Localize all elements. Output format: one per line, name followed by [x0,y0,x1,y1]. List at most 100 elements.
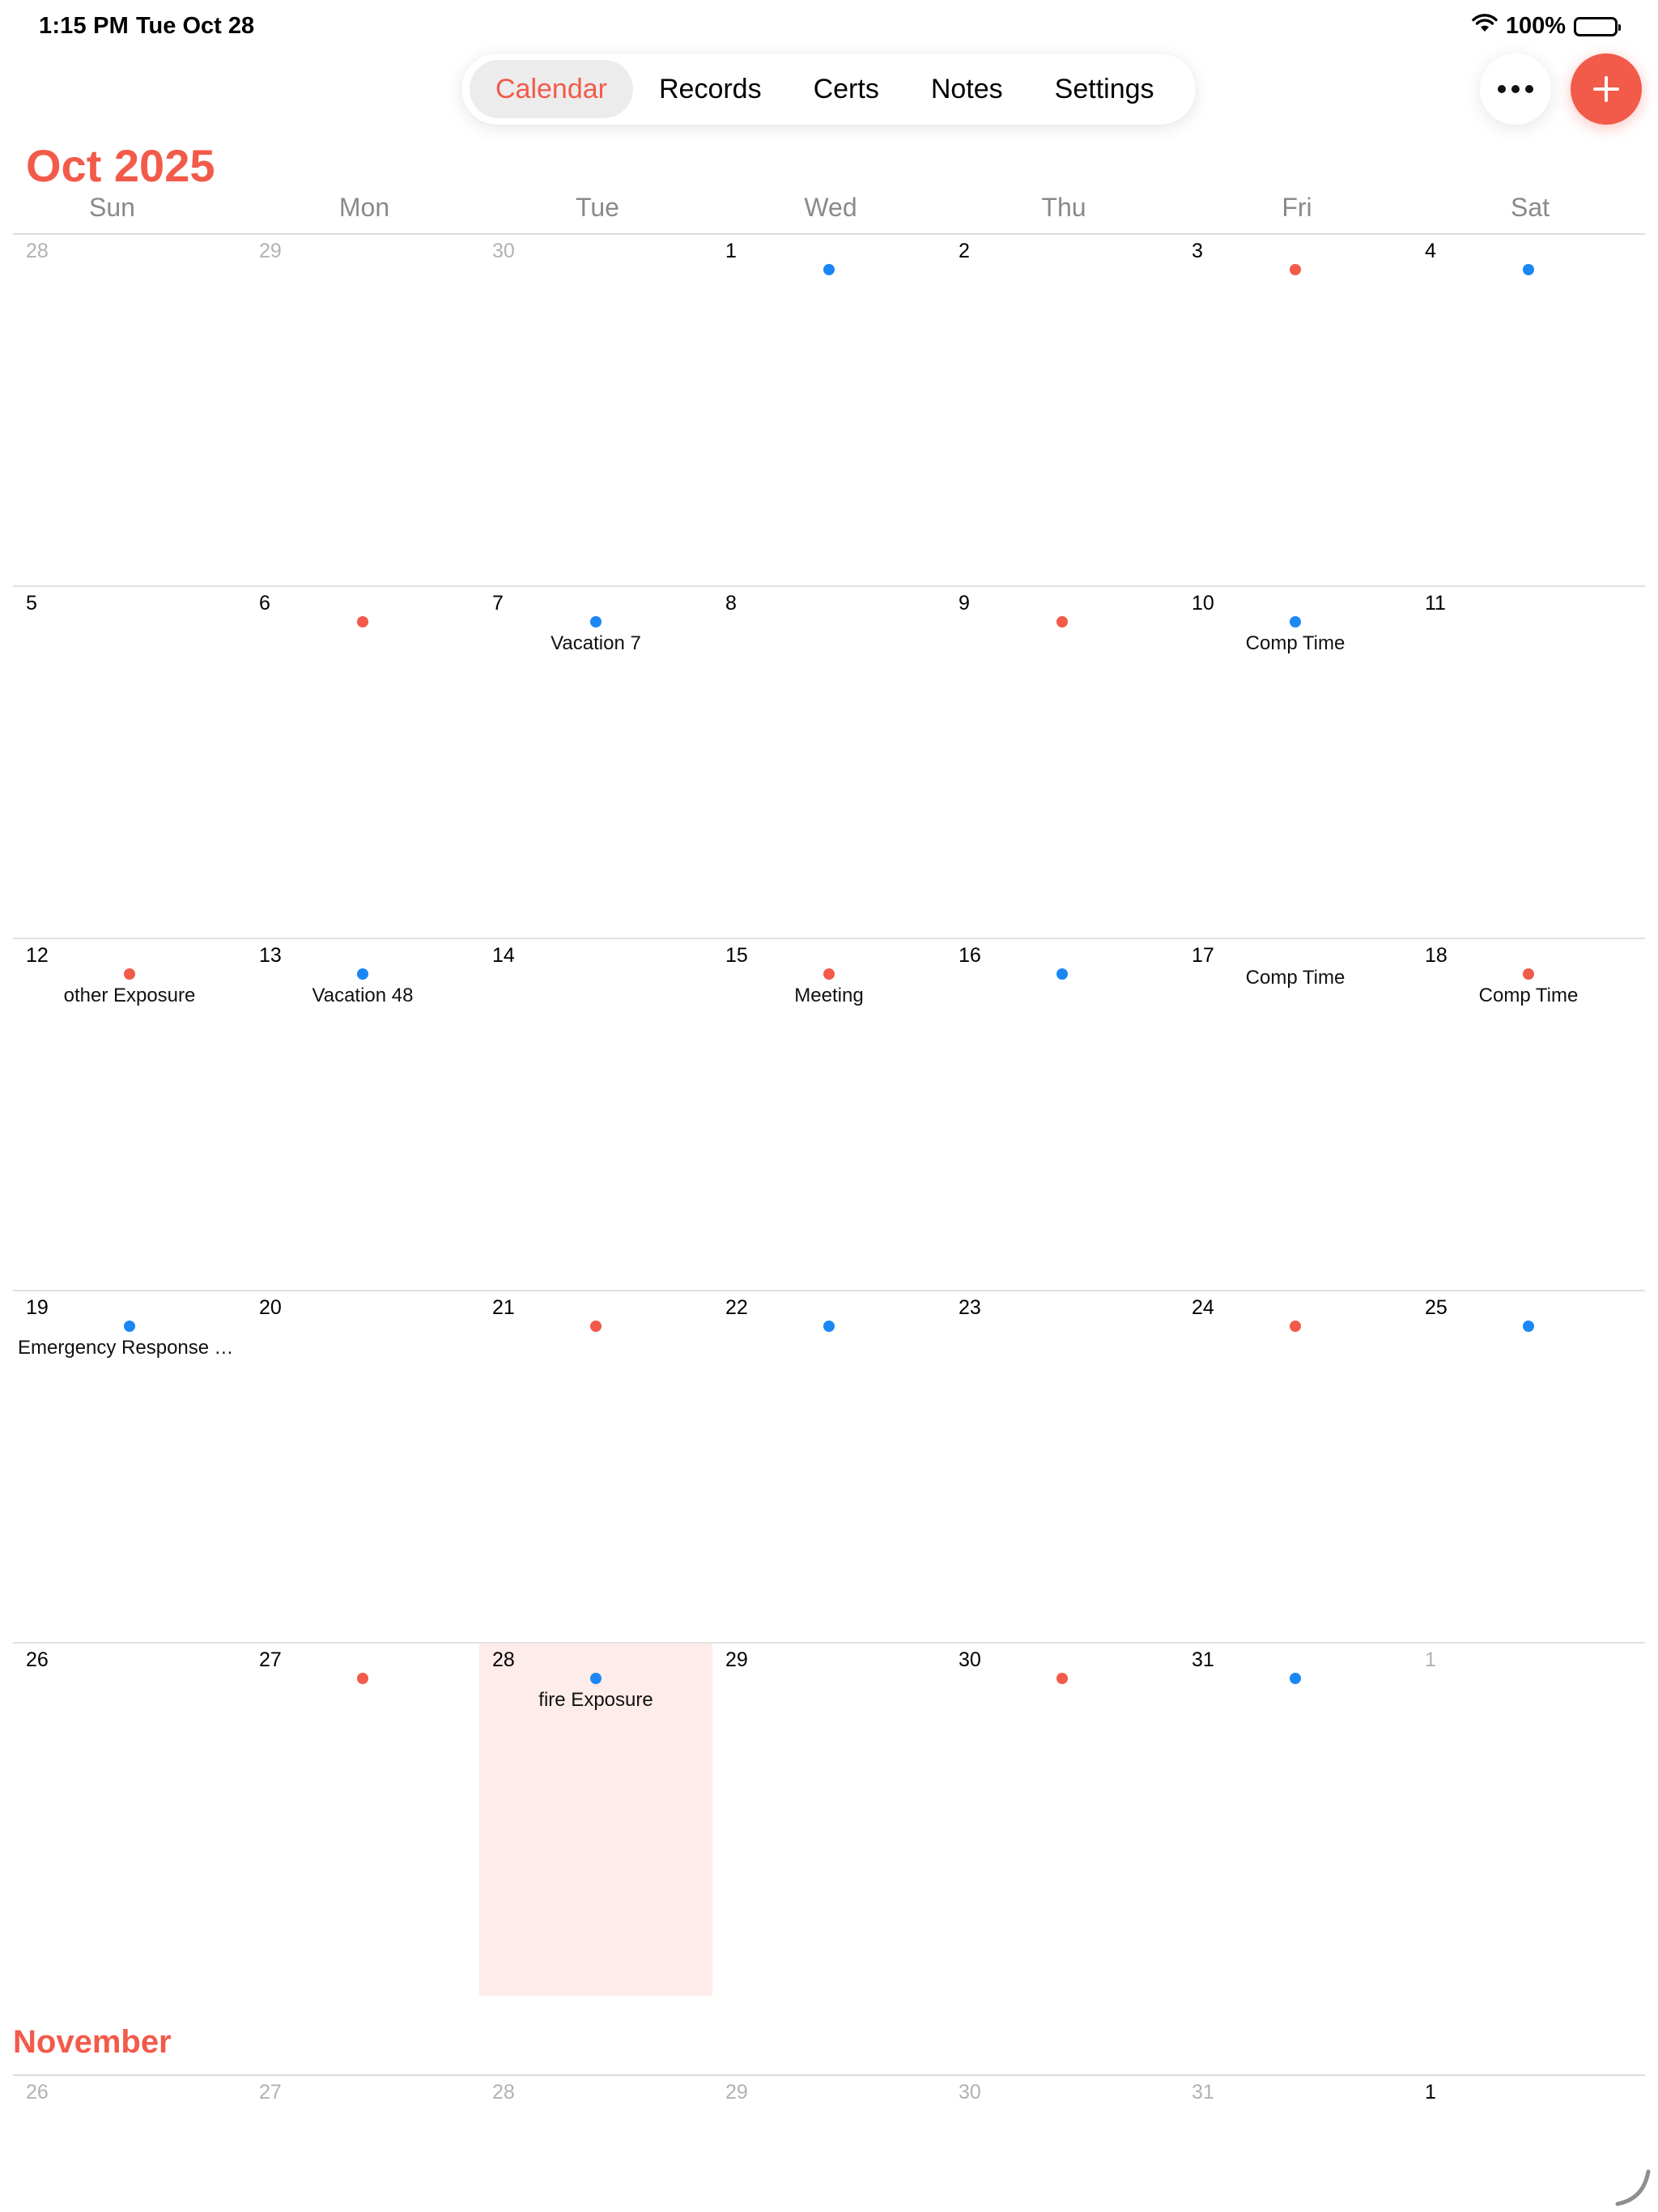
tab-notes[interactable]: Notes [930,73,1003,104]
next-month-row: 26 27 28 29 30 31 1 [13,2074,1645,2206]
day-cell[interactable]: 7 Vacation 7 [479,587,712,938]
weekday-sat: Sat [1510,193,1550,222]
event-dot-blue [1056,968,1068,980]
day-cell[interactable]: 14 [479,939,712,1290]
day-cell[interactable]: 2 [946,235,1179,585]
event-dot-red [590,1321,602,1332]
event-label[interactable]: Comp Time [1245,967,1346,989]
day-cell[interactable]: 13 Vacation 48 [246,939,479,1290]
month-title: Oct 2025 [26,140,215,191]
event-dot-blue [1523,264,1534,275]
resize-handle-icon[interactable] [1613,2167,1653,2207]
day-cell[interactable]: 17 Comp Time [1179,939,1412,1290]
day-cell[interactable]: 28 [13,235,246,585]
battery-icon [1574,16,1621,36]
day-number: 16 [959,944,981,967]
day-cell[interactable]: 29 [712,2076,946,2206]
day-cell[interactable]: 27 [246,2076,479,2206]
day-cell[interactable]: 29 [246,235,479,585]
day-cell[interactable]: 31 [1179,2076,1412,2206]
day-cell[interactable]: 1 [1412,2076,1645,2206]
event-label[interactable]: Vacation 48 [312,985,414,1006]
day-cell[interactable]: 3 [1179,235,1412,585]
day-cell[interactable]: 15 Meeting [712,939,946,1290]
day-cell[interactable]: 11 [1412,587,1645,938]
day-cell[interactable]: 27 [246,1644,479,1996]
event-dot-blue [590,616,602,627]
day-cell[interactable]: 28 [479,2076,712,2206]
week-row: 26 27 28 fire Exposure 29 30 31 1 [13,1644,1645,1996]
day-cell[interactable]: 29 [712,1644,946,1996]
event-label[interactable]: Vacation 7 [551,632,641,654]
day-cell[interactable]: 19 Emergency Response Tra... [13,1291,246,1642]
day-number: 1 [1425,2081,1436,2104]
day-number: 6 [259,592,270,615]
more-button[interactable] [1480,53,1551,125]
day-cell[interactable]: 5 [13,587,246,938]
day-cell[interactable]: 31 [1179,1644,1412,1996]
day-cell[interactable]: 6 [246,587,479,938]
day-cell[interactable]: 9 [946,587,1179,938]
event-label[interactable]: Emergency Response Tra... [18,1337,246,1359]
add-button[interactable] [1571,53,1642,125]
day-cell[interactable]: 8 [712,587,946,938]
event-dot-blue [1290,1673,1301,1684]
day-number: 13 [259,944,282,967]
day-number: 28 [492,2081,515,2104]
event-label[interactable]: Comp Time [1245,632,1346,654]
month-grid: 28 29 30 1 2 3 4 5 6 7 Vacation 7 8 9 10 Comp Time 11 12… [13,235,1645,1996]
tab-records[interactable]: Records [658,73,762,104]
day-cell[interactable]: 16 [946,939,1179,1290]
day-number: 4 [1425,240,1436,262]
day-cell[interactable]: 26 [13,1644,246,1996]
plus-icon [1593,76,1619,102]
event-dot-red [1290,264,1301,275]
event-label[interactable]: fire Exposure [538,1689,653,1711]
day-cell-today[interactable]: 28 fire Exposure [479,1644,712,1996]
day-number: 28 [492,1648,515,1671]
day-cell[interactable]: 24 [1179,1291,1412,1642]
tab-settings[interactable]: Settings [1054,73,1154,104]
day-cell[interactable]: 25 [1412,1291,1645,1642]
day-number: 29 [725,1648,748,1671]
event-dot-red [1056,1673,1068,1684]
weekday-header: Sun Mon Tue Wed Thu Fri Sat [13,193,1645,235]
tab-calendar[interactable]: Calendar [470,60,633,118]
day-number: 11 [1425,592,1446,615]
day-number: 26 [26,2081,49,2104]
weekday-tue: Tue [576,193,619,222]
day-cell[interactable]: 26 [13,2076,246,2206]
event-label[interactable]: other Exposure [63,985,196,1006]
day-number: 25 [1425,1296,1448,1319]
day-cell[interactable]: 22 [712,1291,946,1642]
status-indicators: 100% [1472,13,1621,40]
event-dot-red [357,616,368,627]
day-cell[interactable]: 10 Comp Time [1179,587,1412,938]
top-tab-bar: Calendar Records Certs Notes Settings [461,53,1196,125]
day-cell[interactable]: 1 [1412,1644,1645,1996]
event-label[interactable]: Comp Time [1478,985,1579,1006]
event-dot-red [124,968,135,980]
day-cell[interactable]: 1 [712,235,946,585]
day-cell[interactable]: 21 [479,1291,712,1642]
day-cell[interactable]: 30 [946,1644,1179,1996]
week-row: 5 6 7 Vacation 7 8 9 10 Comp Time 11 [13,587,1645,939]
day-cell[interactable]: 30 [479,235,712,585]
day-number: 27 [259,1648,282,1671]
day-cell[interactable]: 20 [246,1291,479,1642]
day-number: 21 [492,1296,515,1319]
wifi-icon [1472,13,1498,40]
status-time: 1:15 PM [39,13,129,39]
day-cell[interactable]: 12 other Exposure [13,939,246,1290]
day-number: 12 [26,944,49,967]
day-cell[interactable]: 4 [1412,235,1645,585]
day-cell[interactable]: 30 [946,2076,1179,2206]
day-number: 15 [725,944,748,967]
tab-certs[interactable]: Certs [813,73,879,104]
week-row: 12 other Exposure 13 Vacation 48 14 15 Meeting… [13,939,1645,1291]
day-cell[interactable]: 18 Comp Time [1412,939,1645,1290]
day-cell[interactable]: 23 [946,1291,1179,1642]
event-label[interactable]: Meeting [794,985,864,1006]
day-number: 31 [1192,2081,1214,2104]
